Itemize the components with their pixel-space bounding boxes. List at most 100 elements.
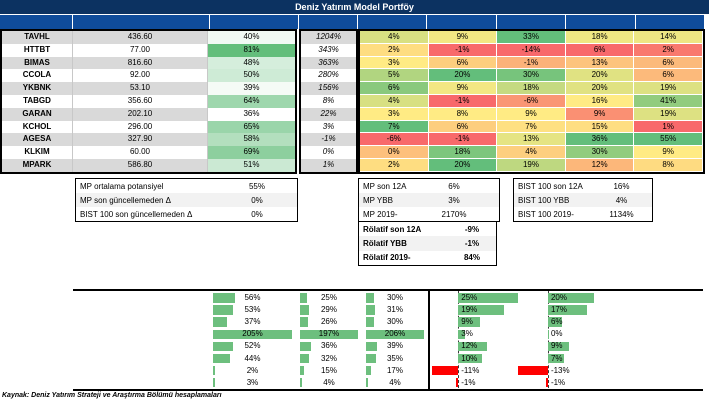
databar-value: 4%: [323, 377, 335, 387]
potential-cell: 65%: [208, 120, 295, 134]
databar-value: 197%: [318, 329, 340, 339]
databar: [547, 305, 588, 315]
nominal-change-cell: 1%: [322, 159, 335, 169]
delta-heatmap-cell: 6%: [428, 56, 498, 70]
databar-value: 26%: [320, 317, 337, 327]
databar: [300, 329, 358, 339]
delta-heatmap-cell: 18%: [497, 82, 566, 95]
databar-value: 52%: [244, 341, 261, 351]
delta-heatmap-cell: 20%: [428, 69, 498, 83]
stock-table-block: TAVHL 436.60 40% HTTBT 77.00 81% BIMAS 816.60 48…: [0, 29, 297, 174]
databar: [547, 329, 549, 339]
databar: [366, 317, 375, 327]
databar: [432, 365, 459, 376]
databar: [458, 341, 487, 352]
databar-value: 31%: [386, 305, 403, 315]
summary-box-bist100: BIST 100 son 12A 16% BIST 100 YBB 4% BIST 10…: [513, 178, 653, 222]
summary-row: Rölatif 2019- 84%: [359, 251, 496, 265]
summary-label: MP son güncellemeden Δ: [80, 195, 172, 205]
delta-heatmap-cell: 6%: [634, 69, 703, 83]
nominal-change-cell: 156%: [318, 83, 339, 93]
databar-value: 53%: [244, 305, 261, 315]
column-header: [635, 15, 705, 29]
summary-value: 2170%: [441, 209, 467, 219]
databar-value: 10%: [461, 353, 478, 363]
nominal-change-block: 1204% 343% 363% 280% 156% 8% 22% 3% -1% 0% 1%: [299, 29, 358, 174]
target-price-cell: 816.60: [73, 56, 208, 70]
databar: [458, 317, 480, 327]
databar: [213, 305, 234, 315]
databar-value: 3%: [461, 329, 473, 339]
databar-value: 12%: [461, 341, 478, 351]
potential-cell: 64%: [208, 94, 295, 108]
nominal-change-cell: 280%: [318, 70, 339, 80]
summary-label: MP 2019-: [363, 209, 398, 219]
summary-label: Rölatif YBB: [363, 238, 407, 248]
delta-heatmap-cell: -1%: [497, 56, 566, 70]
databar: [547, 293, 594, 303]
nominal-row: 280%: [301, 69, 356, 82]
column-divider-line: [428, 289, 430, 391]
databar: [300, 305, 309, 315]
nominal-row: 8%: [301, 95, 356, 108]
summary-row: MP YBB 3%: [359, 193, 499, 207]
source-note: Kaynak: Deniz Yatırım Strateji ve Araştı…: [2, 392, 222, 399]
nominal-change-cell: 8%: [322, 95, 335, 105]
summary-box-portfolio: MP ortalama potansiyel 55% MP son güncelle…: [75, 178, 298, 222]
databar-value: 44%: [244, 353, 261, 363]
bar-axis-line: [547, 291, 549, 388]
databar: [213, 353, 230, 364]
delta-heatmap-cell: 19%: [634, 82, 703, 95]
stock-row: BIMAS 816.60 48%: [2, 56, 295, 70]
delta-heatmap-cell: 1%: [634, 120, 703, 134]
delta-heatmap-cell: -14%: [497, 43, 566, 57]
delta-heatmap-cell: 9%: [497, 107, 566, 121]
databar-value: 4%: [389, 377, 401, 387]
databar: [547, 317, 562, 327]
summary-row: MP ortalama potansiyel 55%: [76, 179, 297, 193]
nominal-row: 22%: [301, 107, 356, 121]
summary-value: -1%: [464, 238, 480, 248]
databar: [300, 317, 308, 327]
delta-heatmap-cell: 30%: [497, 69, 566, 83]
delta-heatmap-cell: 6%: [360, 82, 429, 95]
nominal-row: 3%: [301, 121, 356, 134]
databar-value: 32%: [320, 353, 337, 363]
databar: [366, 377, 368, 388]
databar: [213, 293, 235, 303]
delta-heatmap-cell: 9%: [428, 31, 498, 44]
bottom-rule-line: [73, 388, 703, 391]
nominal-row: 343%: [301, 44, 356, 57]
databar: [213, 365, 215, 376]
nominal-change-cell: 363%: [318, 57, 339, 67]
potential-cell: 58%: [208, 133, 295, 147]
nominal-change-cell: -1%: [321, 134, 336, 144]
target-price-cell: 53.10: [73, 82, 208, 95]
column-header: [210, 15, 299, 29]
delta-heatmap-cell: 9%: [634, 146, 703, 159]
databar-value: 17%: [386, 365, 403, 375]
delta-heatmap-cell: 13%: [497, 133, 566, 147]
delta-heatmap-cell: 20%: [428, 158, 498, 172]
stock-row: CCOLA 92.00 50%: [2, 69, 295, 83]
target-price-cell: 327.90: [73, 133, 208, 147]
nominal-row: 156%: [301, 82, 356, 95]
ticker-cell: TAVHL: [2, 31, 73, 44]
delta-heatmap-cell: 36%: [565, 133, 635, 147]
ticker-cell: HTTBT: [2, 43, 73, 57]
databar-value: 25%: [320, 293, 337, 302]
databar-value: 20%: [550, 293, 567, 302]
nominal-row: -1%: [301, 133, 356, 147]
stock-row: HTTBT 77.00 81%: [2, 43, 295, 57]
databar: [547, 353, 565, 364]
summary-label: Rölatif son 12A: [363, 224, 422, 234]
header-rule-line: [73, 289, 703, 291]
delta-heatmap-cell: 55%: [634, 133, 703, 147]
databar: [213, 317, 228, 327]
databar-value: 6%: [550, 317, 563, 327]
summary-label: BIST 100 son 12A: [518, 181, 583, 191]
databar-value: 30%: [386, 317, 403, 327]
stock-row: KCHOL 296.00 65%: [2, 120, 295, 134]
summary-row: MP son güncellemeden Δ 0%: [76, 193, 297, 207]
